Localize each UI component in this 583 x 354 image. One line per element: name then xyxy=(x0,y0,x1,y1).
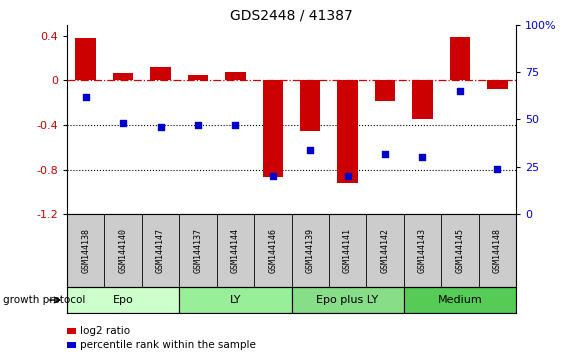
Bar xyxy=(179,287,292,313)
Point xyxy=(194,122,203,128)
Text: GSM144142: GSM144142 xyxy=(381,228,389,273)
Title: GDS2448 / 41387: GDS2448 / 41387 xyxy=(230,8,353,22)
Point xyxy=(231,122,240,128)
Text: GSM144139: GSM144139 xyxy=(305,228,315,273)
Text: GSM144145: GSM144145 xyxy=(455,228,464,273)
Text: percentile rank within the sample: percentile rank within the sample xyxy=(80,340,257,350)
Bar xyxy=(150,67,171,80)
Bar xyxy=(262,80,283,177)
Point xyxy=(268,173,278,179)
Text: log2 ratio: log2 ratio xyxy=(80,326,131,336)
Text: GSM144144: GSM144144 xyxy=(231,228,240,273)
Point xyxy=(343,173,352,179)
Point xyxy=(380,151,389,156)
Bar xyxy=(188,75,208,80)
Text: GSM144140: GSM144140 xyxy=(119,228,128,273)
Bar xyxy=(113,73,134,80)
Bar xyxy=(487,80,508,90)
Bar xyxy=(338,80,358,183)
Point xyxy=(493,166,502,172)
Point xyxy=(156,124,165,130)
Bar xyxy=(67,287,179,313)
Point xyxy=(81,94,90,99)
Bar xyxy=(300,80,321,131)
Bar xyxy=(403,287,516,313)
Bar xyxy=(449,37,470,80)
Text: GSM144147: GSM144147 xyxy=(156,228,165,273)
Bar xyxy=(67,328,76,334)
Point xyxy=(418,154,427,160)
Point xyxy=(455,88,465,94)
Bar xyxy=(375,80,395,101)
Point xyxy=(118,120,128,126)
Text: LY: LY xyxy=(230,295,241,305)
Text: Epo: Epo xyxy=(113,295,134,305)
Text: GSM144138: GSM144138 xyxy=(81,228,90,273)
Bar xyxy=(225,72,245,80)
Text: GSM144148: GSM144148 xyxy=(493,228,502,273)
Bar xyxy=(412,80,433,119)
Point xyxy=(305,147,315,153)
Text: Medium: Medium xyxy=(437,295,482,305)
Text: Epo plus LY: Epo plus LY xyxy=(317,295,379,305)
Text: GSM144137: GSM144137 xyxy=(194,228,202,273)
Text: GSM144146: GSM144146 xyxy=(268,228,278,273)
Text: growth protocol: growth protocol xyxy=(3,295,85,305)
Bar xyxy=(292,287,403,313)
Bar xyxy=(75,38,96,80)
Bar xyxy=(67,342,76,348)
Text: GSM144143: GSM144143 xyxy=(418,228,427,273)
Text: GSM144141: GSM144141 xyxy=(343,228,352,273)
